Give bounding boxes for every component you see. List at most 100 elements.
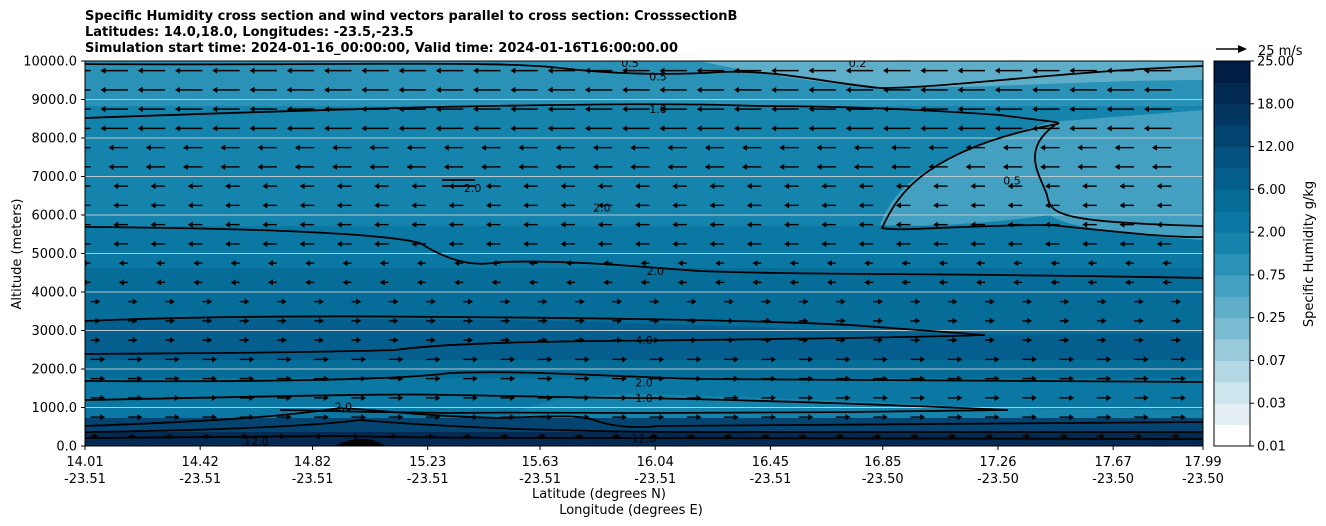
wind-vector-head (156, 279, 162, 286)
wind-vector-head (696, 125, 702, 132)
wind-vector-head (137, 375, 143, 382)
wind-vector-head (808, 414, 814, 421)
wind-vector-head (933, 240, 939, 247)
wind-vector-head (137, 125, 143, 132)
wind-vector-head (1180, 414, 1186, 421)
wind-vector-head (1176, 298, 1182, 305)
wind-vector-head (715, 279, 721, 286)
wind-vector-head (406, 163, 412, 170)
contour-label: 2.0 (593, 201, 611, 214)
wind-vector-head (336, 240, 342, 247)
wind-vector-head (454, 279, 460, 286)
wind-vector-head (1007, 240, 1013, 247)
wind-vector-head (1143, 125, 1149, 132)
wind-vector-head (746, 221, 752, 228)
wind-vector-head (1176, 317, 1182, 324)
wind-vector-head (858, 240, 864, 247)
wind-vector-head (1069, 356, 1075, 363)
wind-vector-head (207, 337, 213, 344)
wind-vector-head (816, 144, 822, 151)
contour-line (880, 124, 1203, 239)
wind-vector-head (523, 221, 529, 228)
wind-vector-head (220, 163, 226, 170)
wind-vector-head (1180, 394, 1186, 401)
wind-vector-head (1138, 337, 1144, 344)
x-tick-label-lon: -23.51 (749, 472, 791, 487)
wind-vector-head (435, 67, 441, 74)
wind-vector-head (654, 298, 660, 305)
contour-label: 12.0 (632, 432, 657, 445)
wind-vector-head (952, 337, 958, 344)
wind-vector-head (518, 144, 524, 151)
wind-vector-head (1143, 375, 1149, 382)
wind-vector-head (766, 298, 772, 305)
wind-vector-head (994, 67, 1000, 74)
wind-vector-head (555, 163, 561, 170)
wind-vector-head (1106, 125, 1112, 132)
wind-vector-head (393, 337, 399, 344)
wind-vector-head (621, 414, 627, 421)
wind-vector-head (262, 202, 268, 209)
wind-vector-head (473, 106, 479, 113)
wind-vector-head (510, 375, 516, 382)
x-tick-label-lat: 17.26 (979, 455, 1016, 470)
wind-vector-head (150, 183, 156, 190)
wind-vector-head (398, 86, 404, 93)
wind-vector-head (584, 375, 590, 382)
wind-vector-head (555, 144, 561, 151)
wind-vector-head (826, 260, 832, 267)
wind-vector-head (118, 260, 124, 267)
wind-vector-head (733, 106, 739, 113)
wind-vector-head (113, 202, 119, 209)
wind-vector-head (1180, 356, 1186, 363)
wind-vector-head (374, 183, 380, 190)
wind-vector-head (416, 260, 422, 267)
wind-vector-head (150, 240, 156, 247)
wind-vector-head (845, 394, 851, 401)
wind-vector-head (505, 337, 511, 344)
wind-vector-head (1156, 202, 1162, 209)
wind-vector-head (113, 221, 119, 228)
wind-vector-head (1032, 106, 1038, 113)
wind-vector-head (468, 337, 474, 344)
wind-vector-head (1031, 356, 1037, 363)
wind-vector-head (672, 240, 678, 247)
contour-label: 1.0 (649, 103, 667, 116)
colorbar-segment (1214, 210, 1250, 233)
wind-vector-head (970, 240, 976, 247)
wind-vector-head (1077, 163, 1083, 170)
colorbar-segment (1214, 317, 1250, 340)
wind-vector-head (379, 279, 385, 286)
wind-vector-head (318, 337, 324, 344)
wind-vector-head (305, 260, 311, 267)
x-tick-label-lon: -23.50 (862, 472, 904, 487)
wind-vector-head (920, 414, 926, 421)
wind-vector-head (1050, 260, 1056, 267)
wind-vector-head (845, 356, 851, 363)
wind-vector-head (249, 106, 255, 113)
wind-vector-head (318, 298, 324, 305)
wind-vector-head (1082, 183, 1088, 190)
wind-vector-head (472, 356, 478, 363)
wind-vector-head (145, 144, 151, 151)
wind-vector-head (262, 240, 268, 247)
wind-vector-head (212, 67, 218, 74)
wind-vector-head (305, 279, 311, 286)
wind-vector-head (249, 125, 255, 132)
wind-vector-head (771, 67, 777, 74)
wind-vector-head (808, 106, 814, 113)
wind-vector-head (845, 67, 851, 74)
wind-vector-head (1082, 202, 1088, 209)
wind-vector-head (1119, 202, 1125, 209)
wind-vector-head (374, 202, 380, 209)
wind-vector-head (225, 221, 231, 228)
wind-vector-head (1044, 240, 1050, 247)
colorbar-segment (1214, 146, 1250, 169)
wind-vector-head (324, 125, 330, 132)
wind-vector-head (523, 183, 529, 190)
wind-vector-head (76, 202, 81, 208)
wind-vector-head (137, 106, 143, 113)
title-line-1: Specific Humidity cross section and wind… (85, 9, 738, 24)
wind-vector-head (1125, 260, 1131, 267)
wind-vector-head (169, 298, 175, 305)
